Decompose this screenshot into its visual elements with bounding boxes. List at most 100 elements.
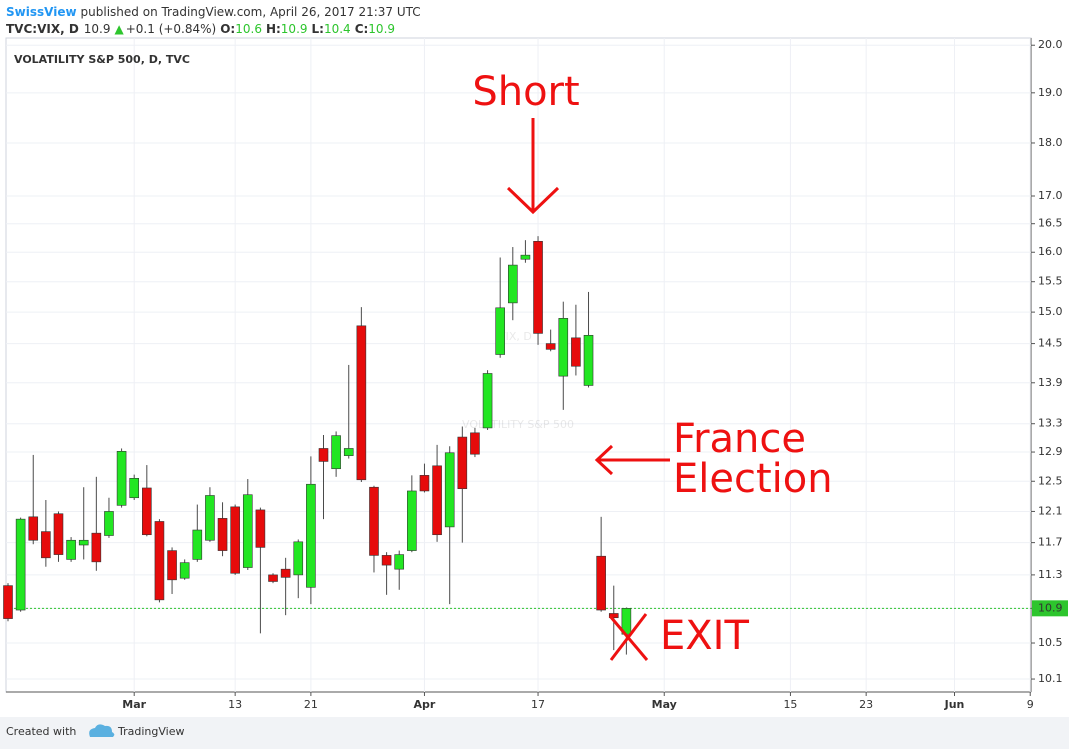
y-tick-label: 12.5 [1038, 474, 1063, 487]
arrow-france [594, 444, 670, 476]
change-arrow: ▲ [115, 22, 125, 36]
candle-body [15, 518, 26, 611]
x-tick-label: Apr [414, 698, 436, 711]
candle-body [242, 494, 253, 568]
candle-body [495, 307, 505, 355]
published: published on TradingView.com, April 26, … [81, 5, 421, 19]
candle-body [205, 495, 215, 541]
x-tick-label: 13 [228, 698, 242, 711]
ohlc-key: O: [220, 22, 235, 36]
chart-legend: VOLATILITY S&P 500, D, TVC [14, 53, 190, 66]
y-tick-label: 12.9 [1038, 445, 1063, 458]
footer-logo[interactable] [89, 724, 115, 737]
candle-body [255, 509, 266, 548]
candle-body [142, 487, 152, 536]
candle-body [596, 555, 606, 611]
candle-body [482, 373, 493, 429]
candle-body [129, 478, 139, 499]
y-tick-label: 14.5 [1038, 337, 1063, 350]
y-tick-label: 11.7 [1038, 536, 1063, 549]
x-tick-label: 21 [304, 698, 318, 711]
x-tick-label: 15 [783, 698, 797, 711]
candle-body [179, 562, 190, 579]
y-tick-label: 15.0 [1038, 305, 1063, 318]
y-tick-label: 10.5 [1038, 636, 1063, 649]
publish-line: SwissView published on TradingView.com, A… [6, 5, 421, 19]
candle-body [608, 613, 619, 619]
footer-created: Created with [6, 725, 76, 738]
x-tick-label: Jun [944, 698, 965, 711]
footer-brand[interactable]: TradingView [117, 725, 184, 738]
candle-body [470, 432, 480, 455]
candle-body [293, 541, 304, 576]
annotation-election: Election [673, 456, 833, 502]
x-tick-label: 17 [531, 698, 545, 711]
candle-body [419, 475, 430, 492]
candle-body [520, 254, 531, 260]
author[interactable]: SwissView [6, 5, 77, 19]
y-tick-label: 16.0 [1038, 245, 1063, 258]
candle-body [457, 436, 468, 490]
candle-body [533, 240, 543, 334]
ohlc-key: H: [266, 22, 281, 36]
candle-body [154, 521, 165, 601]
candle-body [394, 554, 405, 570]
y-tick-label: 13.9 [1038, 376, 1063, 389]
candle-body [104, 511, 114, 536]
x-tick-label: Mar [122, 698, 146, 711]
y-tick-label: 20.0 [1038, 38, 1063, 51]
exit-cross [608, 613, 649, 661]
y-tick-label: 15.5 [1038, 275, 1063, 288]
candle-body [306, 483, 316, 588]
y-tick-label: 12.1 [1038, 504, 1063, 517]
y-tick-label: 11.3 [1038, 568, 1063, 581]
candle-body [432, 465, 442, 536]
candle-body [217, 518, 228, 551]
y-tick-label: 17.0 [1038, 189, 1063, 202]
candle-body [558, 318, 569, 377]
y-tick-label: 18.0 [1038, 136, 1063, 149]
ohlc-value: 10.9 [368, 22, 395, 36]
candle-body [53, 513, 64, 555]
candle-body [192, 529, 203, 560]
watermark-symbol: VIX, D [498, 330, 532, 343]
ohlc-key: C: [355, 22, 369, 36]
last-price-box [1032, 600, 1068, 617]
candle-body [545, 343, 556, 350]
candle-body [41, 531, 51, 559]
candle-body [331, 435, 341, 470]
annotation-short: Short [472, 69, 579, 115]
candle-body [78, 539, 89, 546]
candle-body [369, 486, 379, 556]
candle-body [507, 264, 518, 304]
y-tick-label: 10.1 [1038, 672, 1063, 685]
ohlc-value: 10.4 [324, 22, 351, 36]
candle-body [116, 451, 127, 506]
change: +0.1 (+0.84%) [126, 22, 217, 36]
candle-body [407, 490, 417, 551]
annotation-france: France [673, 416, 806, 462]
candle-body [381, 555, 392, 566]
candle-body [91, 532, 102, 563]
candle-body [268, 574, 278, 582]
watermark-name: VOLATILITY S&P 500 [462, 418, 574, 431]
candle-body [356, 325, 367, 481]
candle-body [28, 516, 39, 541]
candle-body [66, 539, 76, 560]
symbol-line: TVC:VIX, D 10.9 ▲ +0.1 (+0.84%) O:10.6 H:10.9… [6, 22, 395, 36]
x-tick-label: 23 [859, 698, 873, 711]
candle-body [583, 334, 594, 386]
candle-body [230, 506, 240, 574]
candle-body [343, 448, 354, 456]
ohlc-key: L: [312, 22, 324, 36]
candle-body [167, 550, 177, 581]
symbol: TVC:VIX, D [6, 22, 79, 36]
candle-body [571, 337, 581, 367]
candle-body [3, 585, 13, 619]
candle-body [444, 452, 455, 528]
ohlc-value: 10.6 [235, 22, 262, 36]
y-tick-label: 16.5 [1038, 217, 1063, 230]
last-price-label: 10.9 [1038, 601, 1063, 614]
footer-bar [0, 717, 1069, 749]
